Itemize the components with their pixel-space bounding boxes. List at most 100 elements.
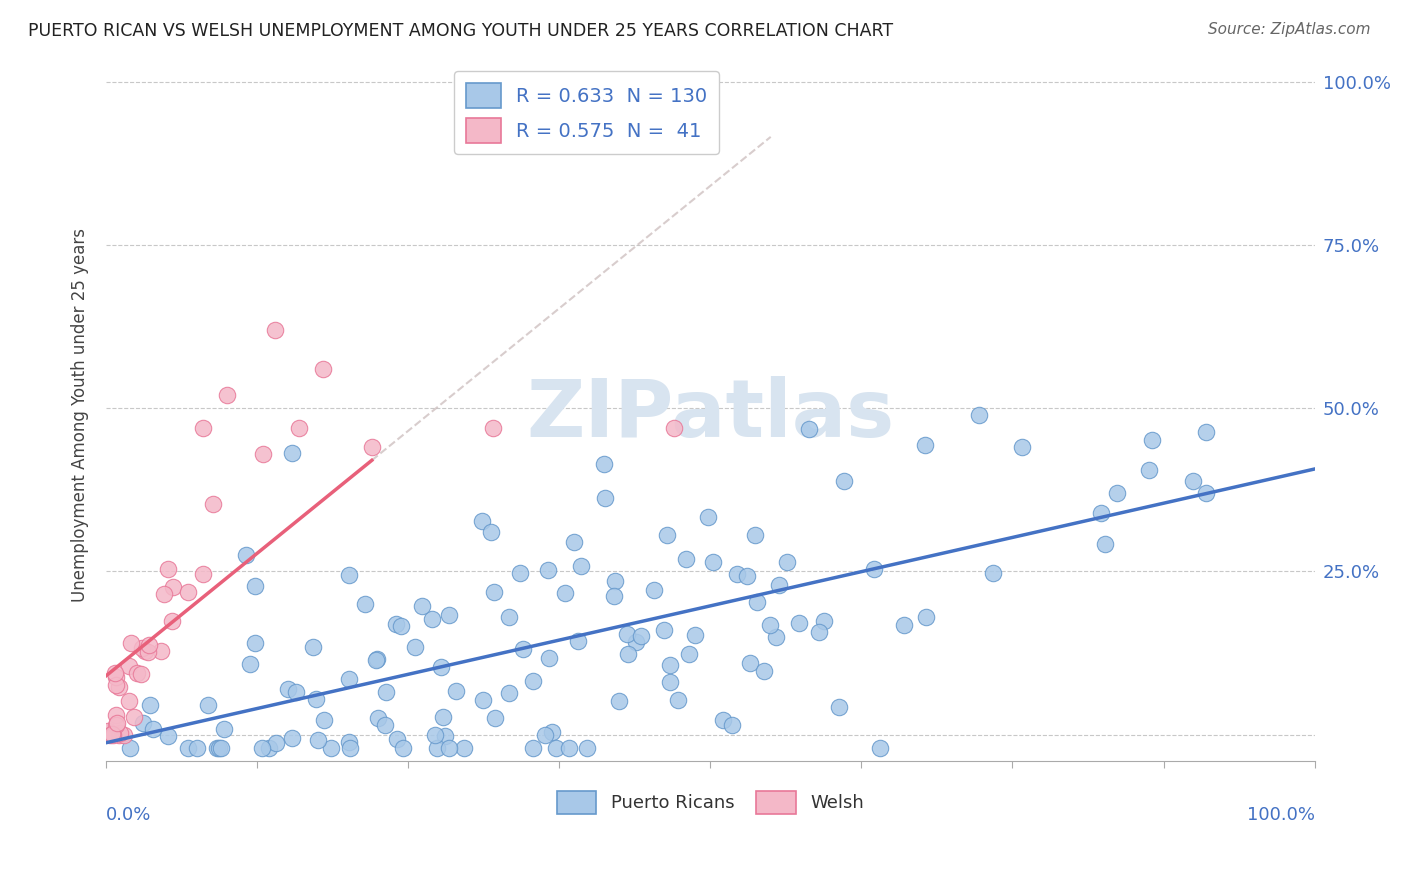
Point [387, 732, 409, 747]
Point [603, 589, 626, 603]
Point [307, 732, 329, 747]
Point [1011, 440, 1033, 454]
Point [481, 421, 503, 435]
Point [813, 614, 835, 628]
Point [131, 640, 153, 655]
Point [807, 624, 830, 639]
Point [759, 618, 782, 632]
Point [404, 640, 426, 654]
Point [554, 586, 576, 600]
Point [112, 728, 135, 742]
Point [212, 722, 235, 736]
Point [657, 527, 679, 541]
Point [118, 694, 141, 708]
Point [1107, 486, 1129, 500]
Point [411, 599, 433, 613]
Point [616, 627, 638, 641]
Point [711, 713, 734, 727]
Point [138, 638, 160, 652]
Point [284, 685, 307, 699]
Point [735, 569, 758, 583]
Point [127, 665, 149, 680]
Point [432, 710, 454, 724]
Point [658, 657, 681, 672]
Point [1195, 486, 1218, 500]
Point [827, 699, 849, 714]
Point [498, 686, 520, 700]
Point [302, 640, 325, 655]
Point [129, 667, 152, 681]
Point [1195, 425, 1218, 439]
Point [105, 670, 128, 684]
Point [593, 491, 616, 505]
Point [799, 422, 821, 436]
Point [100, 727, 122, 741]
Point [312, 362, 335, 376]
Point [208, 740, 231, 755]
Point [522, 673, 544, 688]
Point [430, 660, 453, 674]
Point [152, 587, 174, 601]
Point [142, 722, 165, 736]
Point [157, 562, 180, 576]
Point [108, 725, 131, 739]
Point [366, 652, 388, 666]
Point [277, 682, 299, 697]
Point [576, 740, 599, 755]
Point [484, 711, 506, 725]
Point [426, 740, 449, 755]
Point [1137, 463, 1160, 477]
Legend: Puerto Ricans, Welsh: Puerto Ricans, Welsh [550, 783, 872, 821]
Point [472, 692, 495, 706]
Point [367, 710, 389, 724]
Point [197, 698, 219, 712]
Point [139, 698, 162, 712]
Point [658, 674, 681, 689]
Point [364, 653, 387, 667]
Point [725, 566, 748, 581]
Point [162, 580, 184, 594]
Point [104, 707, 127, 722]
Point [981, 566, 1004, 581]
Point [534, 728, 557, 742]
Point [643, 582, 665, 597]
Point [337, 568, 360, 582]
Point [319, 740, 342, 755]
Point [567, 634, 589, 648]
Point [768, 578, 790, 592]
Point [537, 563, 560, 577]
Text: 0.0%: 0.0% [105, 805, 152, 824]
Point [738, 656, 761, 670]
Point [745, 595, 768, 609]
Point [201, 497, 224, 511]
Point [522, 740, 544, 755]
Point [209, 740, 232, 755]
Point [512, 642, 534, 657]
Point [571, 559, 593, 574]
Point [131, 716, 153, 731]
Point [243, 636, 266, 650]
Point [281, 731, 304, 745]
Point [654, 623, 676, 637]
Text: PUERTO RICAN VS WELSH UNEMPLOYMENT AMONG YOUTH UNDER 25 YEARS CORRELATION CHART: PUERTO RICAN VS WELSH UNEMPLOYMENT AMONG… [28, 22, 893, 40]
Point [914, 438, 936, 452]
Point [305, 692, 328, 706]
Point [678, 647, 700, 661]
Point [105, 717, 128, 731]
Point [160, 614, 183, 628]
Point [118, 658, 141, 673]
Point [191, 566, 214, 581]
Point [1094, 537, 1116, 551]
Point [754, 665, 776, 679]
Point [104, 666, 127, 681]
Y-axis label: Unemployment Among Youth under 25 years: Unemployment Among Youth under 25 years [72, 227, 89, 602]
Point [666, 692, 689, 706]
Text: ZIPatlas: ZIPatlas [526, 376, 894, 454]
Point [122, 710, 145, 724]
Point [252, 447, 274, 461]
Point [744, 528, 766, 542]
Point [353, 597, 375, 611]
Point [863, 562, 886, 576]
Point [118, 740, 141, 755]
Point [105, 716, 128, 731]
